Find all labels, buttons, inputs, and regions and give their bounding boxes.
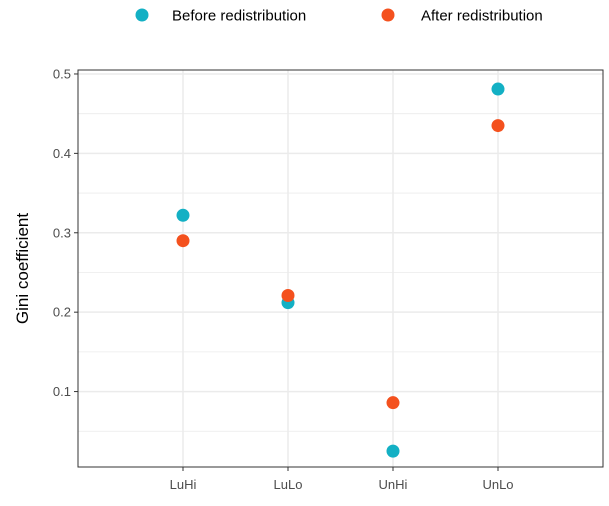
legend: Before redistribution After redistributio… bbox=[135, 8, 543, 25]
point-after-unlo bbox=[491, 119, 505, 133]
legend-label-before: Before redistribution bbox=[172, 8, 306, 25]
x-tick-label-unhi: UnHi bbox=[379, 477, 408, 492]
point-before-unhi bbox=[386, 444, 400, 458]
point-after-lulo bbox=[281, 288, 295, 302]
point-before-luhi bbox=[176, 208, 190, 222]
legend-label-after: After redistribution bbox=[421, 8, 543, 25]
y-tick-label: 0.4 bbox=[53, 146, 71, 161]
point-before-unlo bbox=[491, 82, 505, 96]
point-after-luhi bbox=[176, 234, 190, 248]
x-tick-label-unlo: UnLo bbox=[482, 477, 513, 492]
plot-border bbox=[77, 69, 604, 468]
y-tick-label: 0.1 bbox=[53, 384, 71, 399]
minor-gridlines bbox=[78, 113, 603, 432]
legend-key-after bbox=[381, 8, 395, 22]
point-after-unhi bbox=[386, 396, 400, 410]
y-tick-label: 0.5 bbox=[53, 66, 71, 81]
plot-panel bbox=[78, 70, 603, 467]
x-tick-label-luhi: LuHi bbox=[170, 477, 197, 492]
y-tick-label: 0.3 bbox=[53, 225, 71, 240]
y-axis-title: Gini coefficient bbox=[13, 213, 32, 324]
y-tick-label: 0.2 bbox=[53, 305, 71, 320]
x-tick-label-lulo: LuLo bbox=[274, 477, 303, 492]
legend-key-before bbox=[135, 8, 149, 22]
x-axis: LuHi LuLo UnHi UnLo bbox=[170, 467, 514, 492]
data-points bbox=[176, 82, 505, 458]
y-axis: 0.1 0.2 0.3 0.4 0.5 bbox=[53, 66, 78, 399]
